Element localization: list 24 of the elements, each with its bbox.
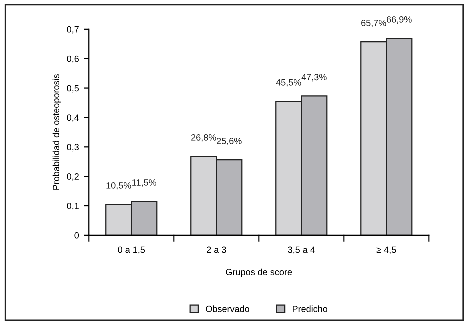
data-label: 66,9% bbox=[387, 16, 412, 24]
data-label: 10,5% bbox=[106, 182, 132, 190]
x-tick-label: 2 a 3 bbox=[207, 246, 226, 254]
data-label: 65,7% bbox=[362, 20, 386, 28]
y-tick-label: 0,5 bbox=[67, 85, 80, 93]
y-tick-label: 0,4 bbox=[67, 114, 80, 122]
legend-label: Predicho bbox=[293, 306, 328, 312]
data-label: 26,8% bbox=[192, 134, 216, 142]
data-label: 47,3% bbox=[302, 74, 327, 82]
y-axis-title: Probabilidad de osteoporosis bbox=[52, 74, 62, 190]
y-tick-label: 0,2 bbox=[67, 174, 79, 182]
data-label: 25,6% bbox=[217, 138, 242, 146]
x-tick-label: ≥ 4,5 bbox=[376, 246, 396, 254]
x-tick-label: 0 a 1,5 bbox=[118, 246, 146, 254]
data-label: 45,5% bbox=[276, 80, 302, 87]
y-tick-label: 0,7 bbox=[67, 26, 79, 34]
x-axis-title: Grupos de score bbox=[226, 268, 292, 278]
y-tick-label: 0,6 bbox=[67, 56, 79, 64]
y-tick-label: 0,1 bbox=[67, 202, 79, 210]
legend-label: Observado bbox=[206, 306, 250, 312]
y-tick-label: 0 bbox=[74, 232, 80, 239]
y-tick-label: 0,3 bbox=[67, 144, 79, 152]
x-tick-label: 3,5 a 4 bbox=[288, 246, 316, 254]
data-label: 11,5% bbox=[132, 180, 157, 187]
